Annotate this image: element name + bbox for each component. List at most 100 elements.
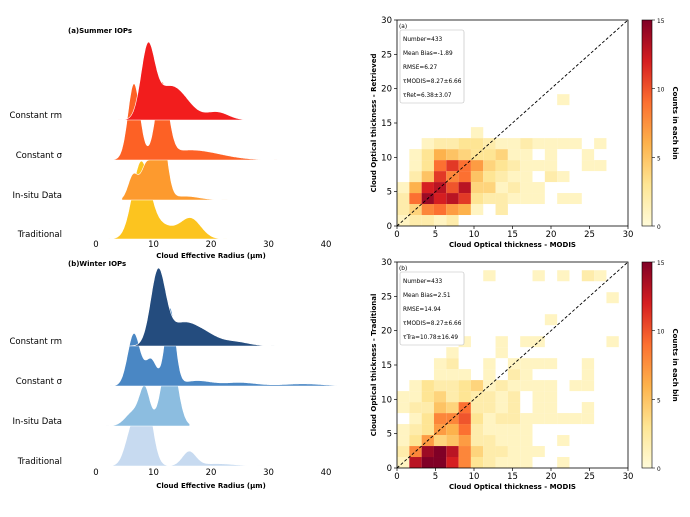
heatmap-cell	[495, 380, 508, 392]
heatmap-cell	[507, 424, 521, 436]
heatmap-cell	[557, 94, 570, 106]
heatmap-cell	[544, 160, 558, 172]
heatmap-cell	[520, 424, 533, 436]
heatmap-cell	[421, 182, 434, 194]
density-traditional	[110, 387, 264, 467]
density-constant-	[107, 307, 344, 387]
x-tick-label: 0	[93, 468, 98, 478]
heatmap-cell	[520, 446, 533, 458]
series-label: Constant σ	[16, 151, 63, 161]
density-constant-rm	[117, 41, 246, 121]
y-axis-label: Cloud Optical thickness - Retrieved	[370, 54, 378, 193]
y-tick-label: 15	[381, 361, 392, 371]
heatmap-retrieved: 0 5 10 15 20 25 30 0 5 10 15 20 25 30 Cloud Optical th…	[370, 16, 679, 249]
heatmap-cell	[581, 270, 595, 282]
heatmap-cell	[446, 215, 459, 226]
heatmap-cell	[483, 160, 496, 172]
heatmap-cell	[421, 402, 434, 414]
heatmap-cell	[557, 193, 570, 205]
heatmap-cell	[544, 149, 558, 161]
heatmap-cell	[470, 127, 484, 139]
x-tick-label: 5	[433, 472, 438, 482]
heatmap-cell	[446, 391, 459, 403]
heatmap-cell	[433, 149, 447, 161]
series-label: Constant rm	[9, 111, 62, 121]
heatmap-cell	[557, 270, 570, 282]
heatmap-cell	[446, 160, 459, 172]
heatmap-cell	[409, 204, 422, 216]
y-tick-label: 10	[381, 153, 392, 163]
heatmap-cell	[495, 193, 508, 205]
y-tick-label: 15	[381, 119, 392, 129]
x-tick-label: 30	[263, 240, 274, 250]
heatmap-cell	[581, 358, 595, 370]
heatmap-cell	[421, 424, 434, 436]
heatmap-cell	[433, 413, 447, 425]
heatmap-cell	[470, 446, 484, 458]
series-label: In-situ Data	[13, 417, 62, 427]
x-tick-label: 20	[206, 240, 217, 250]
heatmap-cell	[507, 391, 521, 403]
heatmap-cell	[544, 391, 558, 403]
heatmap-cell	[470, 204, 484, 216]
heatmap-cell	[507, 182, 521, 194]
heatmap-cell	[581, 402, 595, 414]
heatmap-cell	[433, 435, 447, 447]
y-tick-label: 30	[381, 258, 392, 268]
heatmap-cell	[433, 138, 447, 150]
heatmap-cell	[458, 336, 471, 348]
x-tick-label: 15	[507, 472, 518, 482]
heatmap-cell	[532, 402, 545, 414]
heatmap-cell	[483, 380, 496, 392]
heatmap-cell	[421, 446, 434, 458]
y-tick-label: 20	[381, 85, 392, 95]
heatmap-cell	[458, 391, 471, 403]
x-tick-label: 10	[469, 230, 480, 240]
x-tick-label: 20	[206, 468, 217, 478]
heatmap-cell	[458, 457, 471, 468]
heatmap-cell	[409, 193, 422, 205]
colorbar-tick-label: 10	[657, 330, 665, 336]
heatmap-cell	[544, 314, 558, 326]
heatmap-cell	[421, 413, 434, 425]
heatmap-cell	[507, 160, 521, 172]
heatmap-cell	[470, 171, 484, 183]
heatmap-cell	[446, 138, 459, 150]
heatmap-cell	[446, 193, 459, 205]
heatmap-cell	[483, 435, 496, 447]
heatmap-cell	[446, 446, 459, 458]
heatmap-cell	[483, 182, 496, 194]
x-tick-label: 0	[394, 472, 399, 482]
heatmap-cell	[409, 149, 422, 161]
heatmap-cell	[409, 160, 422, 172]
x-tick-label: 0	[93, 240, 98, 250]
x-tick-label: 40	[321, 240, 332, 250]
heatmap-cell	[470, 182, 484, 194]
ridgeline-winter: (b)Winter IOPs Traditional In-situ Data Con…	[9, 260, 344, 490]
heatmap-cell	[397, 424, 410, 436]
stat-line: Number=433	[403, 279, 443, 285]
colorbar-label: Counts in each bin	[671, 328, 679, 401]
heatmap-cell	[581, 369, 595, 381]
heatmap-cell	[520, 369, 533, 381]
heatmap-cell	[532, 391, 545, 403]
heatmap-cell	[483, 446, 496, 458]
heatmap-cell	[532, 270, 545, 282]
heatmap-cell	[446, 457, 459, 468]
heatmap-cell	[421, 380, 434, 392]
stat-line: RMSE=6.27	[403, 65, 437, 71]
heatmap-cell	[520, 193, 533, 205]
y-tick-label: 5	[387, 188, 392, 198]
heatmap-cell	[433, 160, 447, 172]
heatmap-cell	[507, 193, 521, 205]
heatmap-cell	[581, 413, 595, 425]
x-tick-label: 30	[623, 472, 634, 482]
stat-line: τRet=6.38±3.07	[403, 93, 452, 99]
heatmap-cell	[458, 204, 471, 216]
x-axis-label: Cloud Optical thickness - MODIS	[449, 483, 576, 491]
heatmap-cell	[470, 402, 484, 414]
heatmap-cell	[507, 149, 521, 161]
heatmap-cell	[544, 402, 558, 414]
heatmap-cell	[495, 347, 508, 359]
heatmap-cell	[520, 435, 533, 447]
